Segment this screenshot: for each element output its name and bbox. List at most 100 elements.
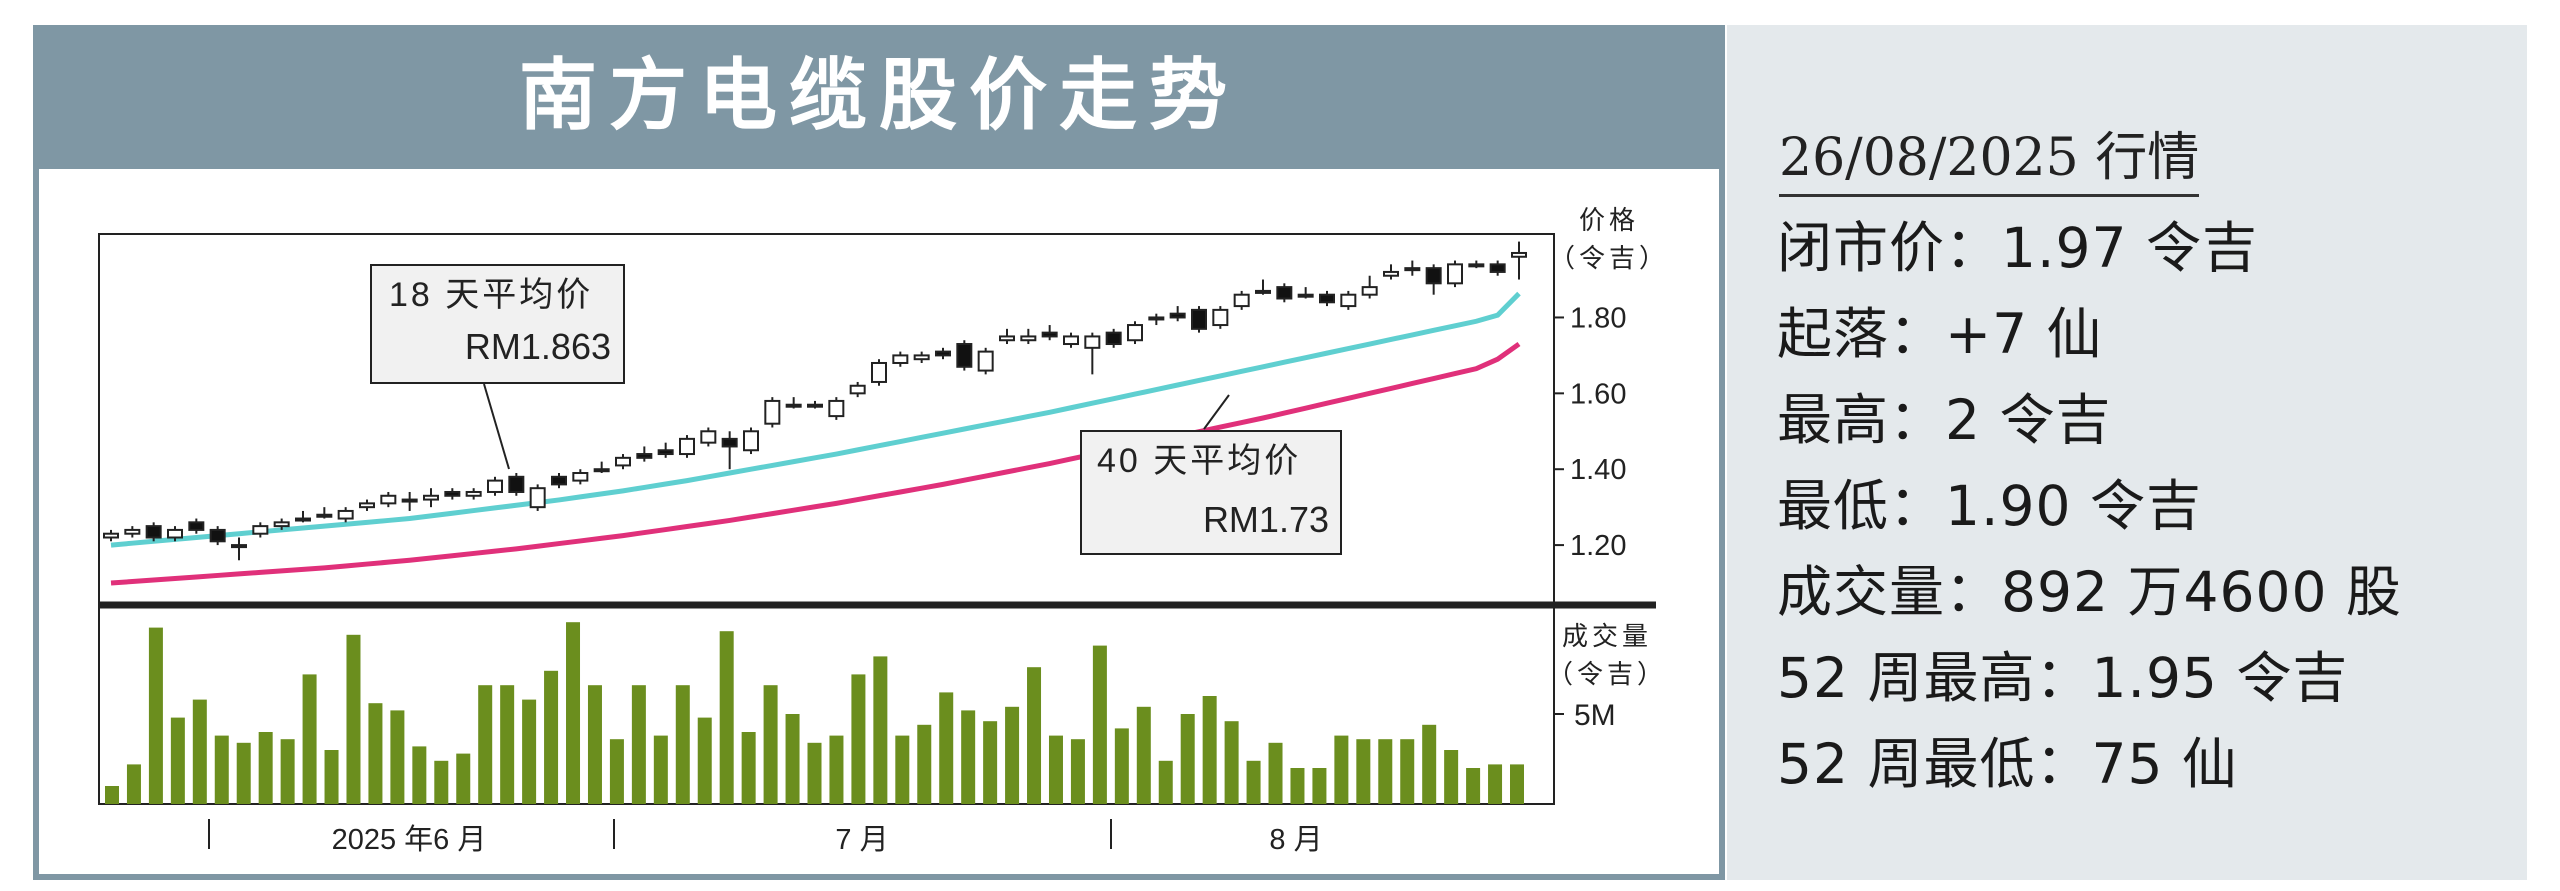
chart-area: 1.80 1.60 1.40 1.20 价格 （令吉） 成交量 （令吉） 18 天平均价 RM1.…: [39, 169, 1719, 874]
candle-body: [1020, 335, 1037, 342]
volume-bar: [1246, 760, 1261, 804]
volume-bar: [236, 742, 251, 804]
ma18-callout-line: [483, 383, 510, 470]
candle-body: [1489, 263, 1506, 273]
candle-body: [167, 528, 183, 539]
candle-body: [1063, 335, 1079, 346]
ma18-callout-value: RM1.863: [465, 326, 611, 367]
candle-body: [529, 487, 546, 509]
candle-body: [465, 490, 482, 497]
volume-bar: [170, 717, 185, 804]
candle-body: [593, 468, 610, 473]
volume-bar: [697, 717, 712, 804]
volume-bar: [1224, 721, 1239, 804]
candle-body: [1511, 251, 1527, 258]
candle-body: [295, 517, 311, 522]
candle-body: [145, 525, 162, 539]
candle-body: [1105, 331, 1122, 346]
volume-bar: [829, 735, 844, 804]
volume-bar: [653, 735, 668, 804]
candle-body: [615, 456, 631, 467]
price-tick-label: 1.80: [1570, 302, 1626, 334]
candle-body: [508, 475, 525, 493]
candle-body: [1319, 293, 1335, 304]
volume-bar: [456, 753, 471, 804]
ma40-callout-box: [1080, 430, 1342, 555]
volume-bar: [1005, 706, 1020, 804]
chart-title: 南方电缆股价走势: [518, 51, 1239, 141]
volume-bar: [324, 750, 339, 804]
candle-body: [1127, 324, 1143, 342]
candle-body: [252, 525, 269, 535]
candle-body: [1233, 293, 1250, 308]
candle-body: [828, 399, 845, 418]
candle-body: [1383, 270, 1399, 277]
volume-bar: [302, 674, 317, 804]
x-tick-label: 2025 年6 月: [332, 823, 487, 856]
volume-bar: [1488, 764, 1503, 804]
volume-bar: [346, 634, 361, 804]
candle-body: [316, 513, 333, 518]
candle-body: [1447, 263, 1463, 285]
volume-bar: [917, 724, 932, 804]
candle-body: [273, 521, 290, 528]
candle-body: [913, 354, 930, 361]
volume-bar: [719, 631, 734, 804]
volume-bar: [1027, 667, 1042, 804]
volume-bar: [1444, 750, 1459, 804]
stat-low: 最低：1.90 令吉: [1777, 474, 2202, 538]
candle-body: [679, 437, 695, 456]
price-tick-label: 1.20: [1570, 530, 1626, 562]
stat-52w-high: 52 周最高：1.95 令吉: [1777, 646, 2349, 710]
volume-bar: [192, 699, 207, 804]
candle-body: [721, 437, 738, 448]
ma40-callout-line: [1203, 394, 1230, 430]
candle-body: [103, 532, 119, 539]
volume-bar: [851, 674, 866, 804]
volume-bar: [1070, 739, 1085, 804]
volume-bar: [1422, 724, 1437, 804]
volume-bar: [214, 735, 229, 804]
volume-bar: [939, 692, 954, 804]
candle-body: [871, 361, 887, 383]
candle-body: [551, 475, 567, 486]
price-tick-label: 1.40: [1570, 454, 1626, 486]
candle-body: [1340, 293, 1357, 308]
volume-bar: [741, 732, 756, 804]
volume-bar: [1378, 739, 1393, 804]
stat-high: 最高：2 令吉: [1777, 388, 2112, 452]
x-tick-label: 8 月: [1269, 824, 1322, 856]
volume-bar: [1400, 739, 1415, 804]
volume-bar: [1048, 735, 1063, 804]
volume-bar: [587, 685, 602, 804]
volume-bar: [1114, 728, 1129, 804]
volume-unit-label: （令吉）: [1547, 660, 1667, 690]
price-tick-label: 1.60: [1570, 378, 1626, 410]
volume-bar: [1180, 714, 1195, 804]
candle-body: [188, 521, 205, 531]
volume-bar: [1158, 760, 1173, 804]
candle-body: [764, 399, 781, 425]
candle-body: [572, 472, 589, 482]
volume-bar: [763, 685, 778, 804]
candle-body: [337, 509, 354, 520]
volume-bar: [1092, 645, 1107, 804]
volume-bar: [368, 703, 383, 804]
volume-bar: [1334, 735, 1349, 804]
volume-bar: [126, 764, 141, 804]
candle-body: [1425, 267, 1442, 285]
volume-tick-label: 5M: [1574, 699, 1616, 732]
volume-bar: [609, 739, 624, 804]
candle-body: [209, 528, 226, 543]
candle-body: [1041, 331, 1058, 338]
volume-bar: [1268, 742, 1283, 804]
candle-body: [636, 453, 653, 459]
price-unit-label: （令吉）: [1549, 244, 1669, 274]
candle-body: [785, 403, 802, 408]
volume-bar: [1202, 696, 1217, 804]
stat-volume: 成交量：892 万4600 股: [1777, 560, 2402, 624]
candle-body: [700, 430, 717, 444]
volume-bar: [785, 714, 800, 804]
candle-body: [977, 350, 994, 372]
stat-52w-low: 52 周最低：75 仙: [1777, 732, 2238, 796]
